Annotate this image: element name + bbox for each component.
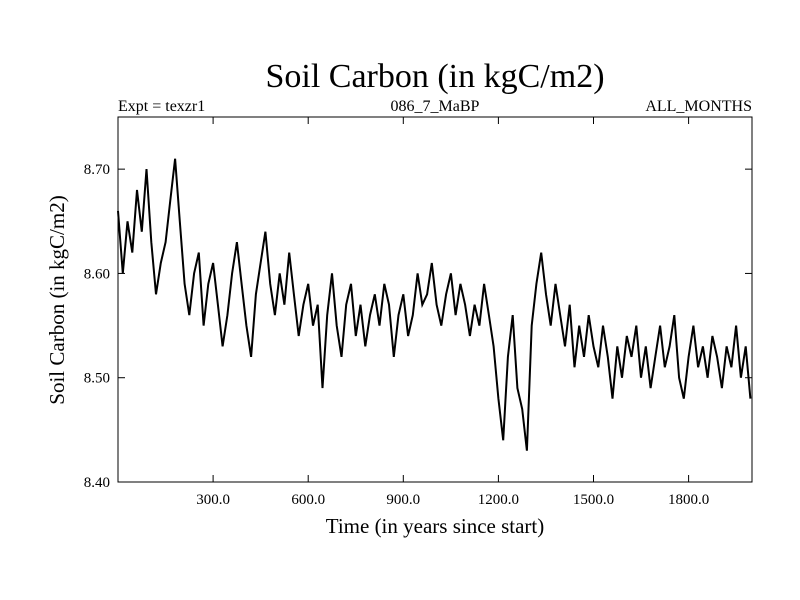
- y-axis-label: Soil Carbon (in kgC/m2): [45, 195, 69, 404]
- y-axis-ticks: 8.40 8.50 8.60 8.70: [84, 162, 752, 491]
- data-series-group: [117, 158, 752, 451]
- y-tick-label: 8.70: [84, 162, 110, 178]
- x-tick-label: 1500.0: [573, 492, 614, 508]
- chart-title: Soil Carbon (in kgC/m2): [265, 58, 604, 95]
- y-tick-label: 8.50: [84, 371, 110, 387]
- subtitle-experiment: Expt = texzr1: [118, 98, 205, 115]
- y-tick-label: 8.40: [84, 475, 110, 491]
- x-tick-label: 1200.0: [478, 492, 519, 508]
- x-tick-label: 900.0: [386, 492, 420, 508]
- y-tick-label: 8.60: [84, 266, 110, 282]
- subtitle-months: ALL_MONTHS: [645, 98, 752, 115]
- x-tick-label: 1800.0: [668, 492, 709, 508]
- x-tick-label: 600.0: [291, 492, 325, 508]
- x-axis-ticks: 300.0 600.0 900.0 1200.0 1500.0 1800.0: [196, 117, 709, 508]
- x-axis-label: Time (in years since start): [326, 514, 545, 538]
- subtitle-period: 086_7_MaBP: [391, 98, 480, 115]
- x-tick-label: 300.0: [196, 492, 230, 508]
- plot-frame: [117, 116, 753, 483]
- series-line-0: [117, 158, 752, 451]
